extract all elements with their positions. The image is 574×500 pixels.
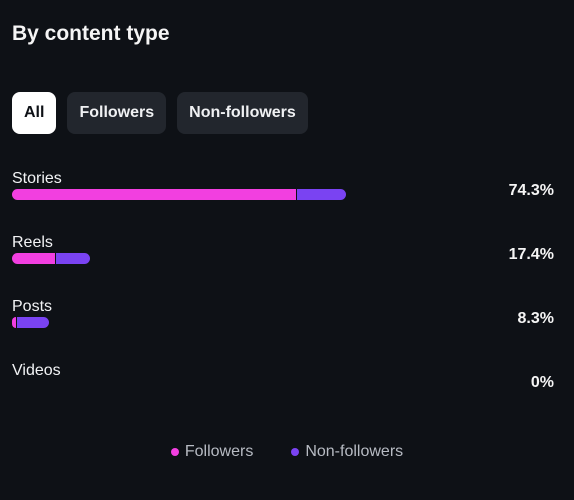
legend-item-non-followers: Non-followers bbox=[291, 443, 403, 461]
followers-segment bbox=[12, 253, 56, 264]
followers-segment bbox=[12, 189, 297, 200]
legend-label: Followers bbox=[184, 443, 254, 460]
non-followers-segment bbox=[17, 317, 50, 328]
tab-all[interactable]: All bbox=[12, 92, 57, 134]
non-followers-segment bbox=[56, 253, 91, 264]
content-row-videos: Videos 0% bbox=[12, 362, 554, 412]
row-value: 8.3% bbox=[517, 310, 554, 327]
legend-label: Non-followers bbox=[305, 443, 404, 460]
row-value: 17.4% bbox=[508, 246, 554, 263]
stacked-bar bbox=[12, 317, 50, 328]
tab-non-followers[interactable]: Non-followers bbox=[177, 92, 308, 134]
tab-followers[interactable]: Followers bbox=[67, 92, 167, 134]
followers-dot-icon bbox=[170, 448, 179, 456]
audience-tabs: All Followers Non-followers bbox=[12, 92, 308, 134]
non-followers-dot-icon bbox=[291, 448, 300, 456]
chart-legend: Followers Non-followers bbox=[0, 443, 574, 461]
content-row-reels: Reels 17.4% bbox=[12, 234, 554, 284]
legend-item-followers: Followers bbox=[170, 443, 254, 461]
stacked-bar bbox=[12, 253, 91, 264]
content-row-posts: Posts 8.3% bbox=[12, 298, 554, 348]
row-value: 0% bbox=[530, 374, 554, 391]
row-value: 74.3% bbox=[508, 182, 554, 199]
row-label: Posts bbox=[12, 298, 53, 315]
row-label: Videos bbox=[12, 362, 61, 379]
non-followers-segment bbox=[297, 189, 347, 200]
stacked-bar bbox=[12, 189, 347, 200]
row-label: Stories bbox=[12, 170, 62, 187]
page-title: By content type bbox=[12, 22, 170, 45]
followers-segment bbox=[12, 317, 17, 328]
content-row-stories: Stories 74.3% bbox=[12, 170, 554, 220]
row-label: Reels bbox=[12, 234, 53, 251]
